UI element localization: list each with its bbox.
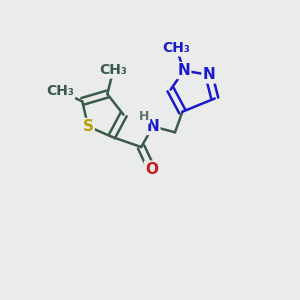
Text: N: N bbox=[147, 119, 159, 134]
Text: S: S bbox=[83, 119, 94, 134]
Text: H: H bbox=[139, 110, 149, 123]
Text: N: N bbox=[202, 68, 215, 82]
Text: N: N bbox=[178, 63, 190, 78]
Text: O: O bbox=[145, 162, 158, 177]
Text: CH₃: CH₃ bbox=[99, 64, 127, 77]
Text: CH₃: CH₃ bbox=[163, 41, 190, 56]
Text: CH₃: CH₃ bbox=[46, 84, 74, 98]
